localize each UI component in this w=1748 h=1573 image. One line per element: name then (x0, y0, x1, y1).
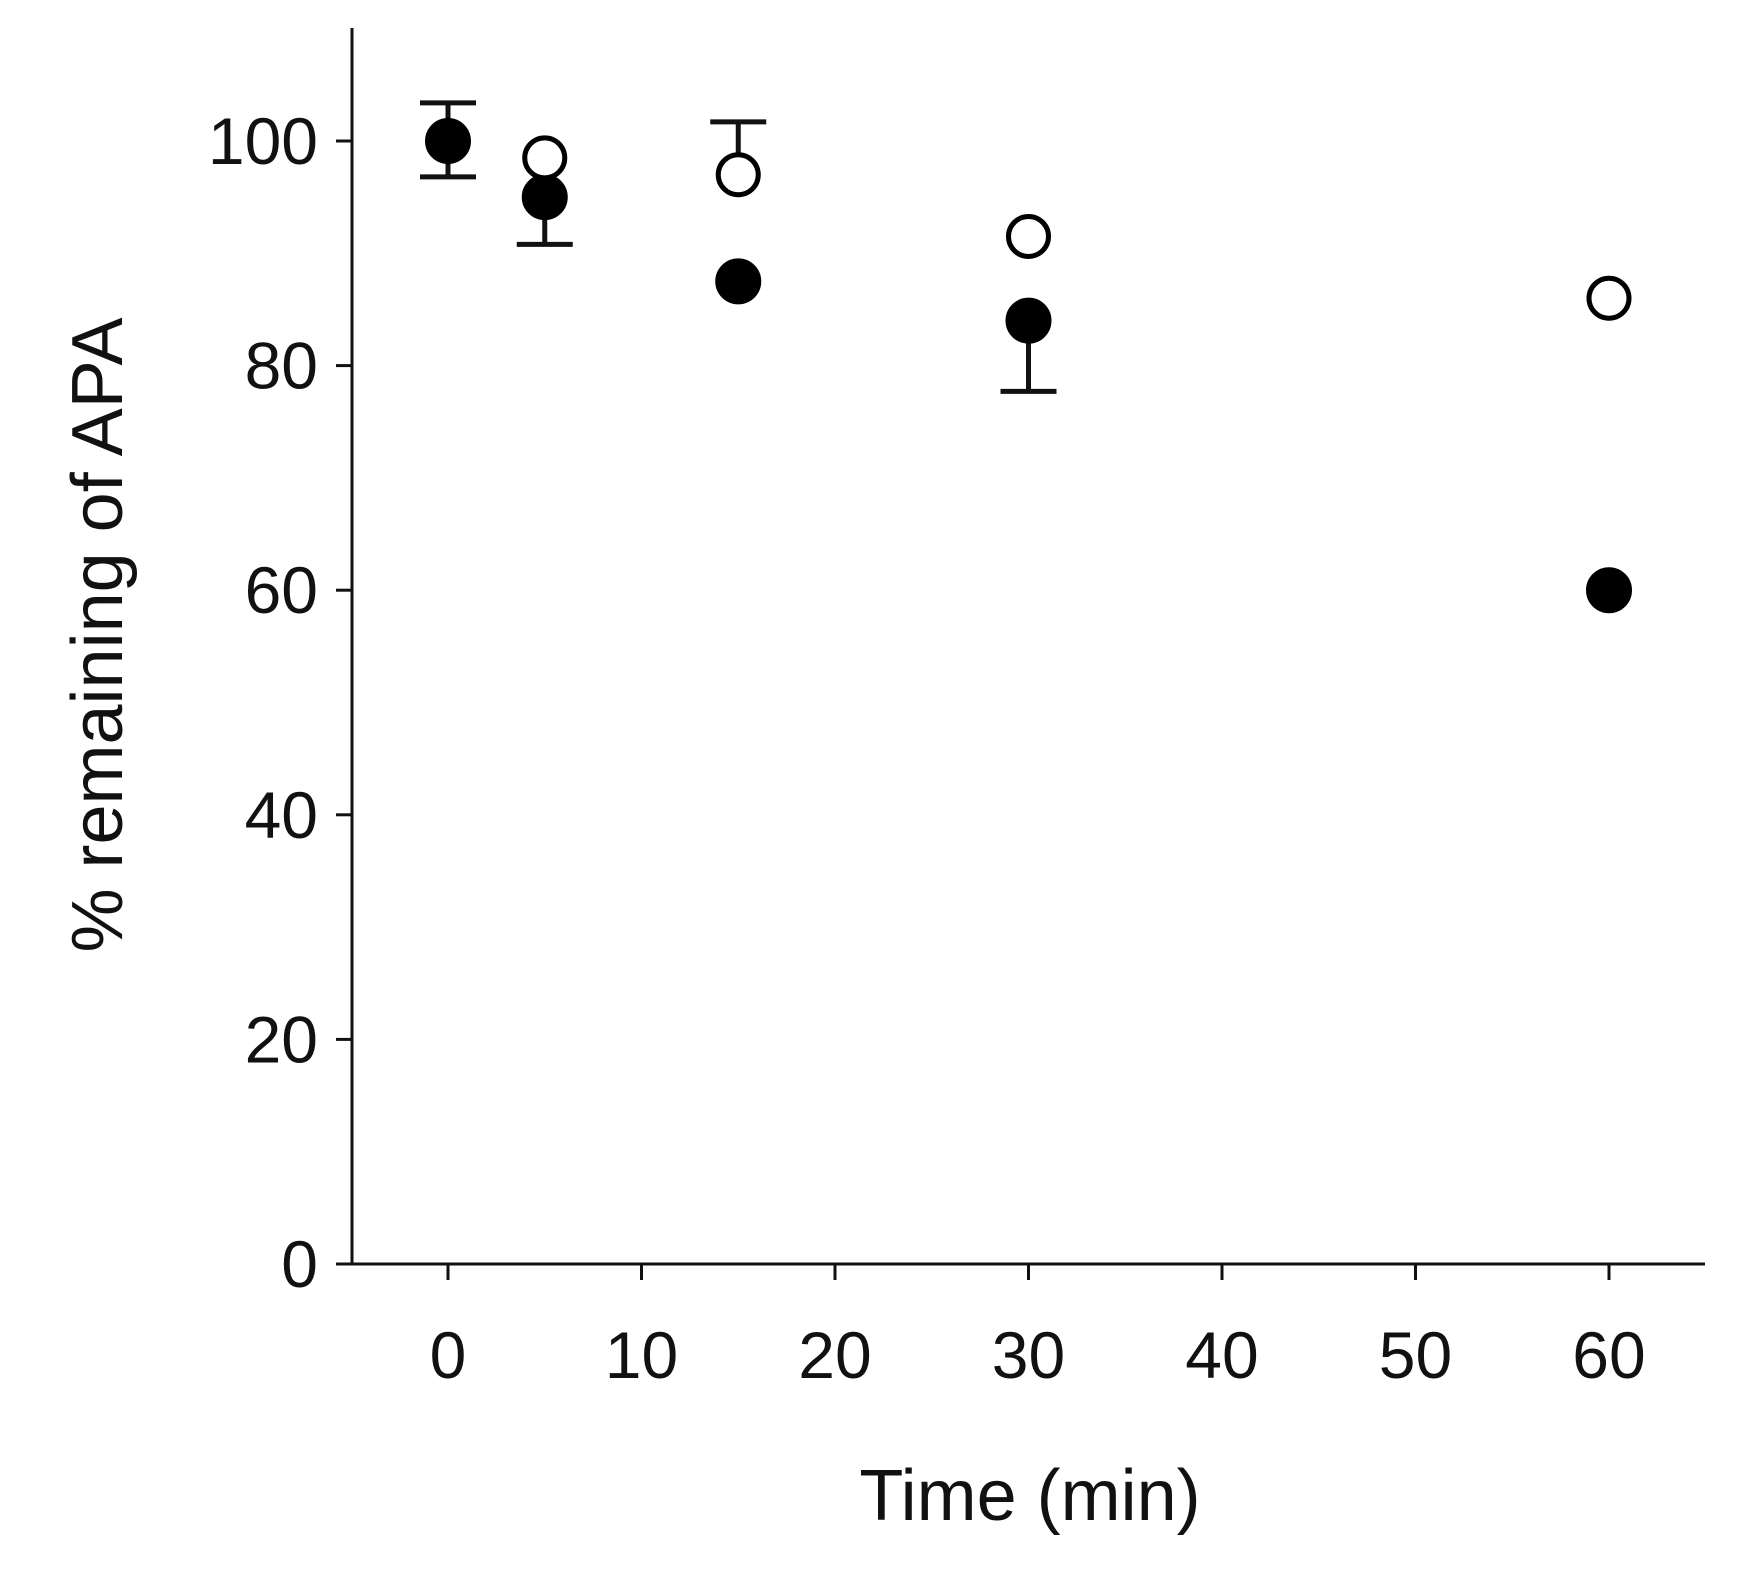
x-tick-label: 40 (1185, 1318, 1258, 1392)
y-tick-label: 60 (245, 553, 318, 627)
x-tick-label: 30 (992, 1318, 1065, 1392)
x-tick-label: 10 (605, 1318, 678, 1392)
filled-circle-point (715, 258, 762, 305)
open-circle-point (1586, 275, 1632, 321)
y-tick-label: 20 (245, 1002, 318, 1076)
filled-circle-point (1005, 297, 1052, 344)
x-tick-label: 0 (430, 1318, 467, 1392)
y-tick-label: 40 (245, 778, 318, 852)
x-tick-label: 50 (1379, 1318, 1452, 1392)
y-tick-label: 100 (208, 104, 318, 178)
y-axis-title: % remaining of APA (58, 318, 138, 953)
y-ticks: 0 20 40 60 80 100 (208, 104, 352, 1301)
x-tick-label: 20 (798, 1318, 871, 1392)
open-circle-point (522, 135, 568, 181)
filled-circle-point (1586, 567, 1632, 614)
y-tick-label: 80 (245, 329, 318, 403)
error-bars (420, 100, 1057, 394)
open-circle-point (1006, 213, 1051, 259)
x-ticks: 0 10 20 30 40 50 60 (430, 1264, 1646, 1392)
y-tick-label: 0 (281, 1227, 318, 1301)
open-circle-point (715, 152, 761, 198)
filled-circle-point (521, 174, 568, 221)
data-points (425, 118, 1632, 614)
x-axis-title: Time (min) (859, 1456, 1200, 1536)
filled-circle-point (425, 118, 471, 164)
x-tick-label: 60 (1572, 1318, 1645, 1392)
